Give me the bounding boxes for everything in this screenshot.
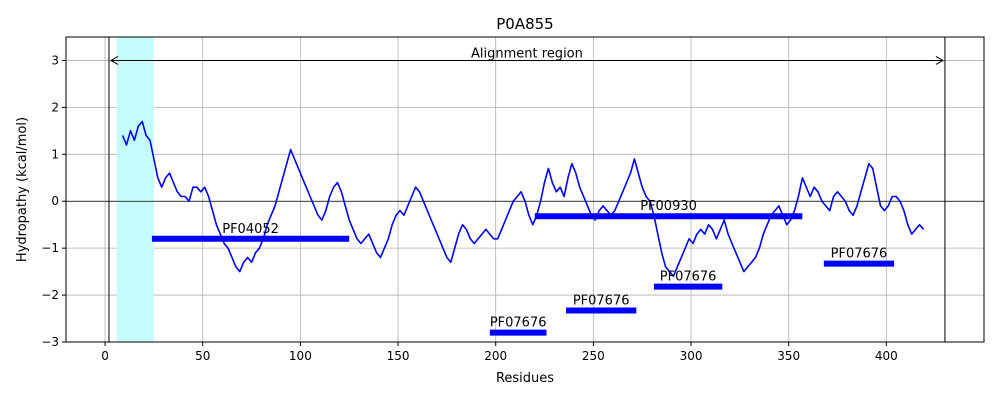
x-axis-label: Residues bbox=[496, 371, 554, 386]
y-tick-label: 2 bbox=[51, 100, 59, 114]
y-axis-label: Hydropathy (kcal/mol) bbox=[15, 117, 30, 262]
x-tick-label: 100 bbox=[289, 349, 312, 363]
x-tick-label: 350 bbox=[777, 349, 800, 363]
domain-label: PF07676 bbox=[490, 316, 547, 331]
y-tick-label: 3 bbox=[51, 53, 59, 67]
y-tick-label: −3 bbox=[41, 335, 59, 349]
hydropathy-line bbox=[121, 120, 925, 278]
y-tick-label: 0 bbox=[51, 194, 59, 208]
domain-label: PF07676 bbox=[573, 294, 630, 309]
y-tick-label: −2 bbox=[41, 288, 59, 302]
highlight-band bbox=[116, 37, 154, 342]
alignment-region-label: Alignment region bbox=[471, 46, 583, 61]
x-tick-label: 50 bbox=[195, 349, 210, 363]
x-tick-label: 400 bbox=[875, 349, 898, 363]
x-tick-label: 250 bbox=[582, 349, 605, 363]
domain-label: PF00930 bbox=[640, 199, 697, 214]
alignment-arrow-head-right bbox=[935, 56, 944, 65]
alignment-arrow-head-left bbox=[109, 56, 119, 65]
chart-title: P0A855 bbox=[496, 15, 553, 33]
x-tick-label: 0 bbox=[101, 349, 109, 363]
x-tick-label: 200 bbox=[484, 349, 507, 363]
plot-frame bbox=[65, 36, 985, 343]
x-tick-label: 150 bbox=[387, 349, 410, 363]
y-tick-label: −1 bbox=[41, 241, 59, 255]
x-tick-label: 300 bbox=[680, 349, 703, 363]
y-tick-label: 1 bbox=[51, 147, 59, 161]
plot-area bbox=[66, 37, 984, 342]
domain-label: PF04052 bbox=[222, 222, 279, 237]
domain-label: PF07676 bbox=[831, 247, 888, 262]
domain-label: PF07676 bbox=[660, 270, 717, 285]
